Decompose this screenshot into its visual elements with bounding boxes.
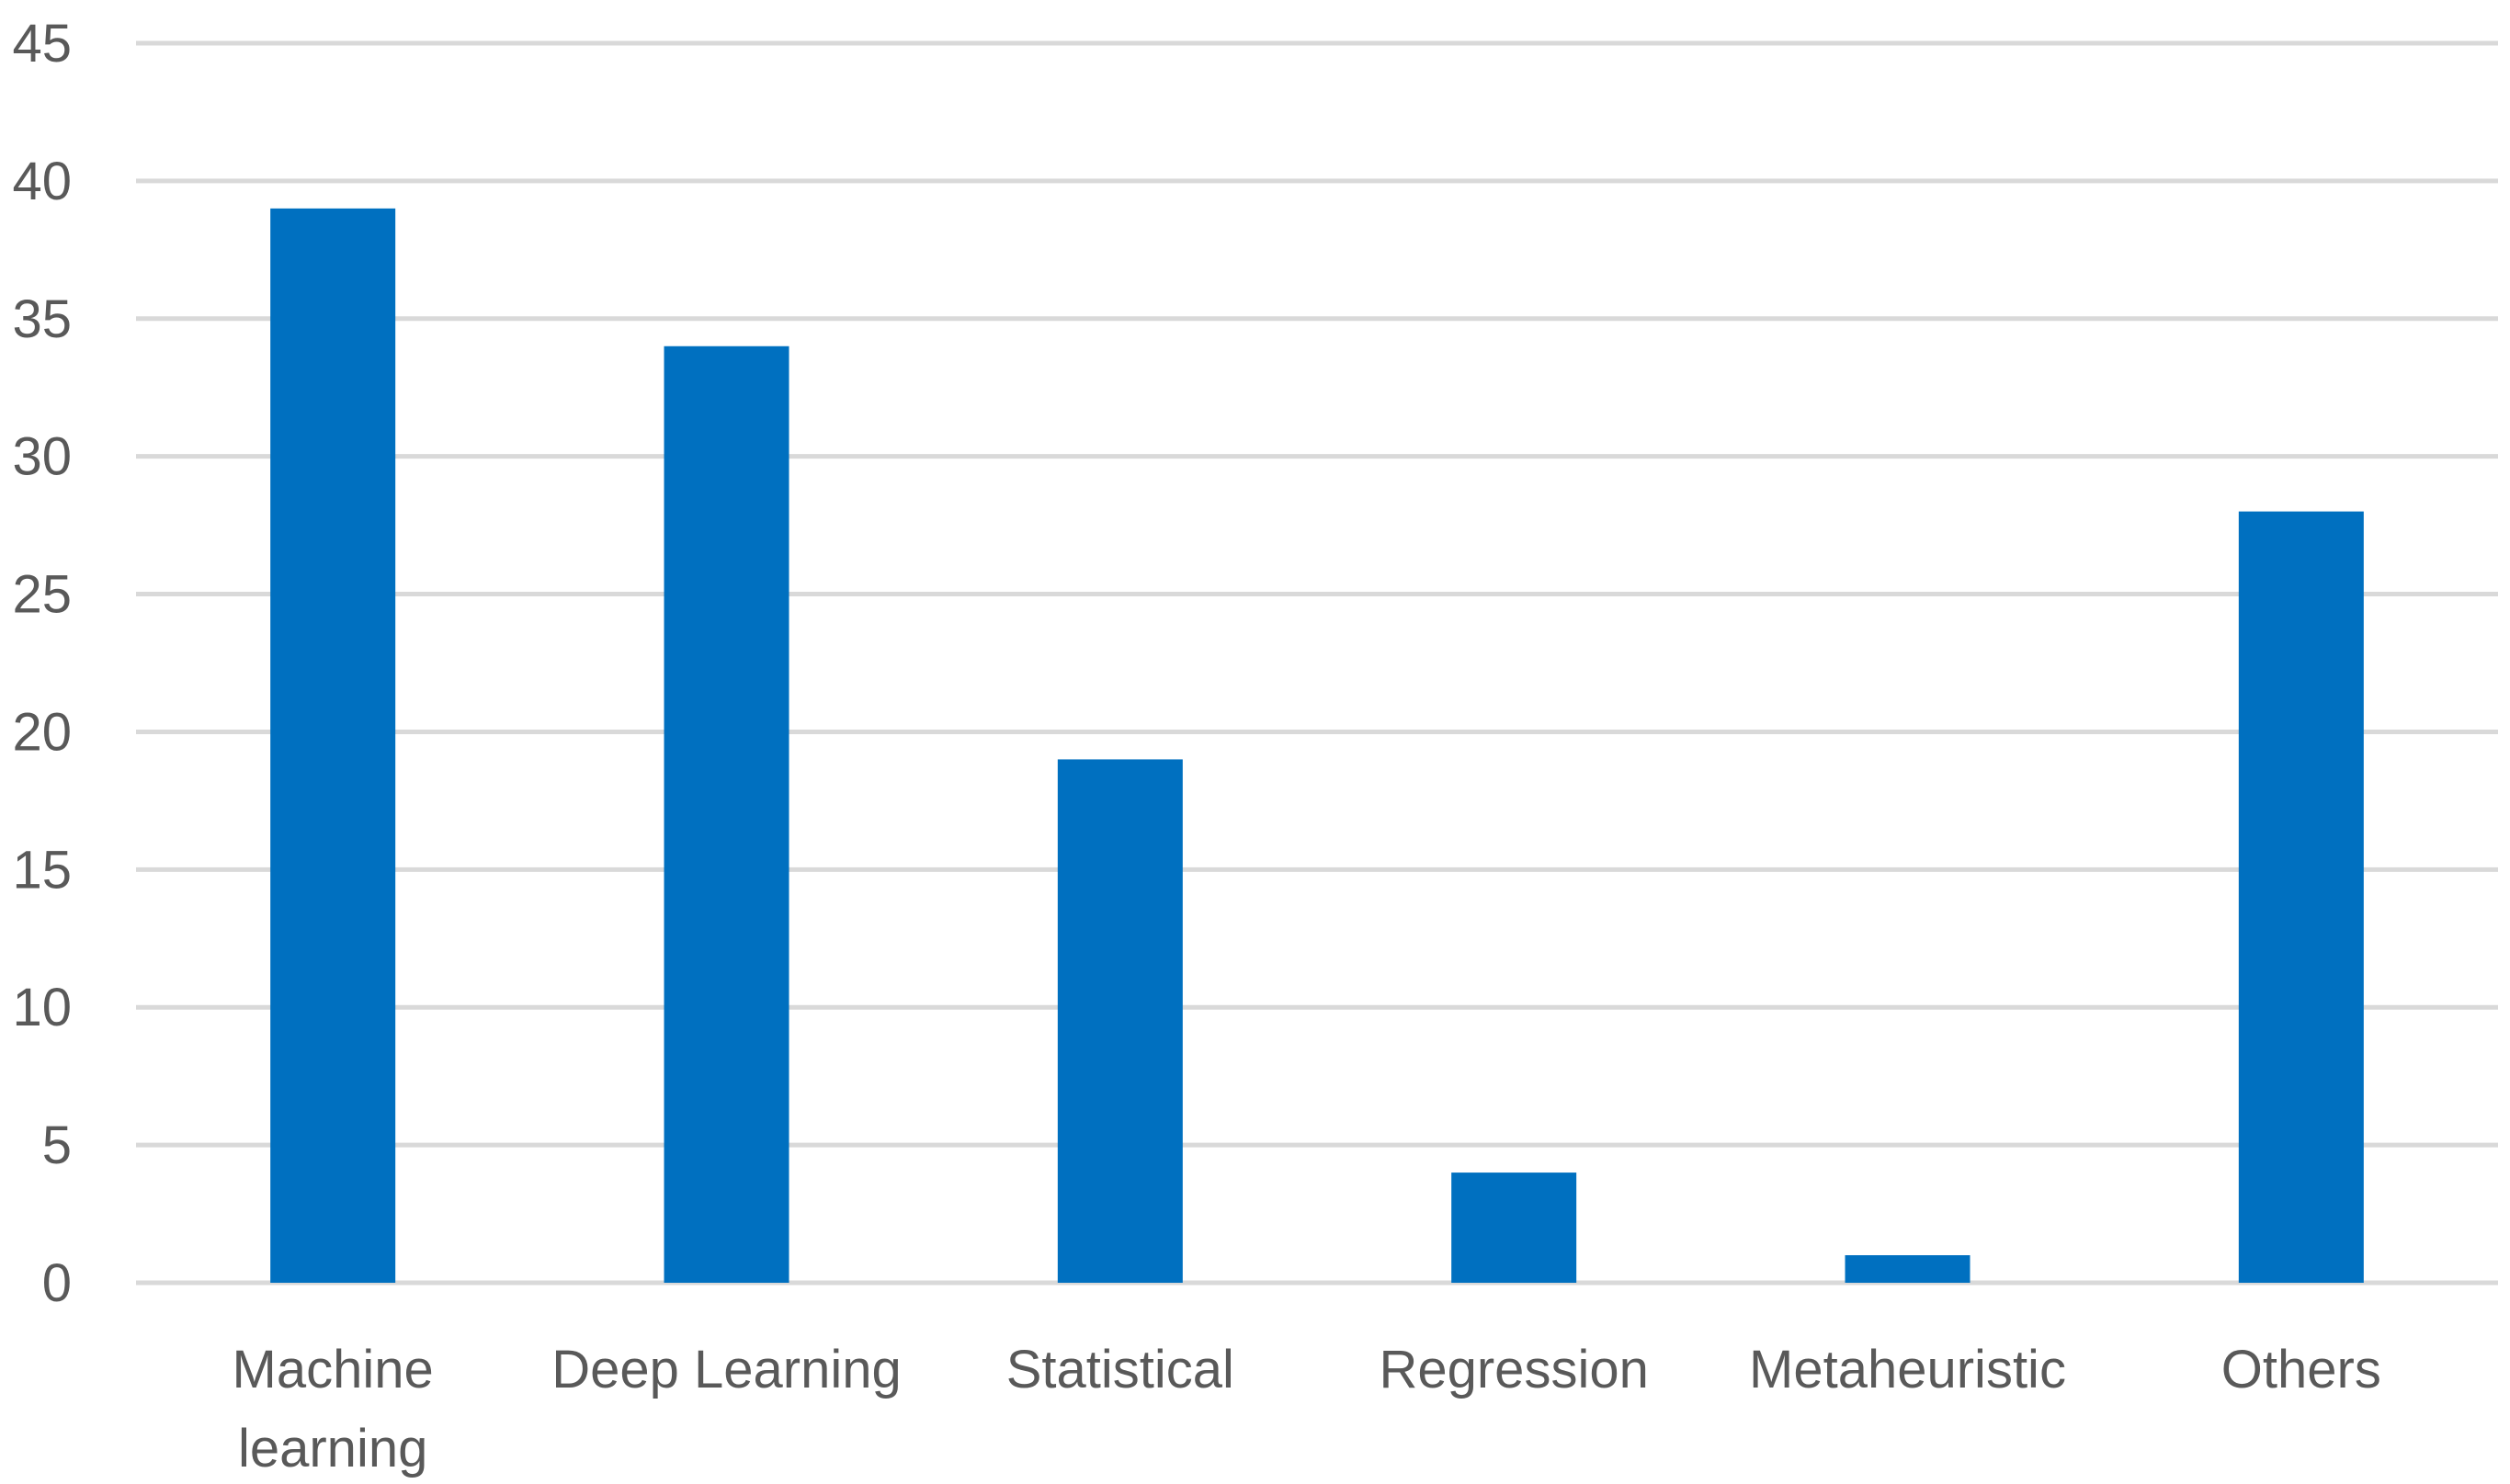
y-tick-label: 15 — [12, 840, 72, 900]
y-tick-label: 10 — [12, 978, 72, 1037]
x-category-label-line: Others — [2221, 1340, 2381, 1399]
x-category-label: Regression — [1379, 1340, 1648, 1399]
y-axis-ticks: 0 5 10 15 20 25 30 35 40 45 — [12, 14, 72, 1313]
y-tick-label: 5 — [42, 1116, 72, 1175]
bars — [270, 208, 2364, 1283]
x-category-label: Machine learning — [233, 1340, 434, 1478]
y-tick-label: 40 — [12, 152, 72, 211]
bar-statistical — [1057, 759, 1183, 1283]
y-tick-label: 45 — [12, 14, 72, 74]
x-category-label: Others — [2221, 1340, 2381, 1399]
x-category-label-line: Metaheuristic — [1749, 1340, 2066, 1399]
y-tick-label: 35 — [12, 289, 72, 349]
bar-regression — [1451, 1172, 1577, 1283]
x-category-label: Deep Learning — [551, 1340, 902, 1399]
x-axis-labels: Machine learning Deep Learning Statistical R… — [233, 1340, 2381, 1478]
grid-lines — [136, 40, 2498, 1286]
x-category-label-line: Regression — [1379, 1340, 1648, 1399]
x-category-label: Metaheuristic — [1749, 1340, 2066, 1399]
y-tick-label: 25 — [12, 565, 72, 625]
x-category-label-line: learning — [238, 1419, 427, 1478]
bar-machine-learning — [270, 208, 396, 1283]
x-category-label: Statistical — [1006, 1340, 1234, 1399]
bar-others — [2238, 511, 2364, 1283]
y-tick-label: 0 — [42, 1253, 72, 1313]
bar-deep-learning — [664, 346, 789, 1283]
x-category-label-line: Deep Learning — [551, 1340, 902, 1399]
y-tick-label: 30 — [12, 427, 72, 487]
y-tick-label: 20 — [12, 702, 72, 762]
x-category-label-line: Statistical — [1006, 1340, 1234, 1399]
bar-metaheuristic — [1845, 1255, 1971, 1283]
x-category-label-line: Machine — [233, 1340, 434, 1399]
